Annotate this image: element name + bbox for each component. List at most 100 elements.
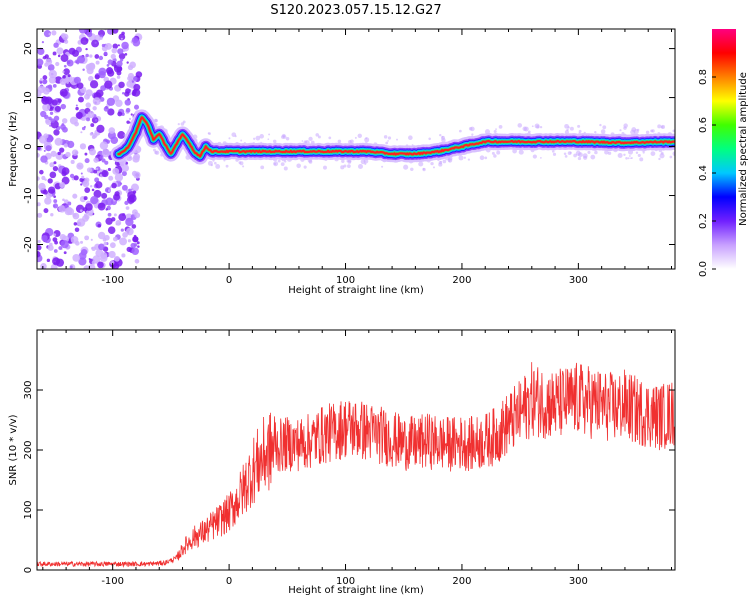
- noise-blob: [51, 99, 58, 106]
- noise-blob: [74, 121, 79, 127]
- spectrogram-ylabel: Frequency (Hz): [8, 111, 19, 187]
- noise-blob: [94, 118, 98, 122]
- noise-blob: [126, 61, 129, 64]
- noise-blob: [117, 48, 124, 55]
- noise-blob: [98, 55, 104, 61]
- noise-blob: [47, 137, 51, 141]
- noise-blob: [80, 240, 84, 244]
- noise-blob: [37, 212, 43, 218]
- noise-blob: [37, 202, 41, 207]
- speckle: [341, 159, 345, 163]
- noise-blob: [92, 133, 98, 139]
- noise-blob: [69, 265, 73, 269]
- speckle: [438, 162, 443, 167]
- speckle: [208, 132, 211, 135]
- noise-blob: [116, 75, 121, 79]
- speckle: [281, 135, 285, 139]
- noise-blob: [101, 148, 111, 158]
- speckle: [273, 162, 277, 166]
- noise-blob: [53, 233, 57, 237]
- speckle: [242, 165, 245, 168]
- speckle: [527, 130, 531, 134]
- noise-blob: [60, 33, 66, 39]
- spectrogram-xlabel: Height of straight line (km): [288, 285, 424, 296]
- noise-blob: [57, 98, 62, 103]
- noise-blob: [105, 217, 113, 225]
- colorbar: 0.0 0.2 0.4 0.6 0.8 Normalized spectral ampl…: [698, 29, 749, 277]
- y-tick-label: -20: [23, 236, 34, 252]
- noise-blob: [99, 141, 109, 150]
- noise-blob: [124, 91, 130, 97]
- noise-blob: [99, 97, 105, 102]
- speckle: [267, 138, 270, 141]
- noise-blob: [43, 30, 52, 38]
- speckle: [348, 159, 352, 163]
- colorbar-tick-label: 0.2: [698, 213, 709, 229]
- noise-blob: [131, 209, 138, 216]
- noise-blob: [133, 104, 140, 110]
- speckle: [479, 155, 485, 161]
- noise-blob: [54, 105, 61, 113]
- noise-blob: [85, 89, 93, 97]
- noise-blob: [62, 70, 65, 74]
- speckle: [277, 159, 281, 163]
- x-tick-label: 200: [452, 576, 471, 587]
- noise-blob: [91, 260, 96, 265]
- noise-blob: [121, 184, 128, 191]
- noise-blob: [84, 187, 91, 194]
- speckle: [577, 124, 581, 128]
- noise-blob: [85, 203, 93, 211]
- noise-blob: [118, 81, 125, 89]
- noise-blob: [61, 118, 68, 124]
- speckle: [383, 135, 388, 139]
- noise-blob: [44, 197, 52, 205]
- noise-blob: [44, 114, 49, 120]
- speckle: [600, 129, 606, 134]
- noise-blob: [74, 86, 77, 89]
- noise-blob: [110, 136, 119, 145]
- noise-blob: [46, 258, 51, 263]
- noise-blob: [108, 175, 114, 181]
- noise-blob: [96, 124, 105, 133]
- colorbar-ticks: 0.0 0.2 0.4 0.6 0.8: [698, 69, 716, 277]
- speckle: [532, 154, 537, 159]
- noise-blob: [96, 167, 99, 170]
- noise-blob: [38, 182, 46, 191]
- y-tick-label: -10: [23, 187, 34, 203]
- speckle: [207, 160, 213, 166]
- noise-blob: [107, 108, 115, 116]
- noise-blob: [75, 106, 79, 111]
- noise-blob: [117, 131, 126, 139]
- noise-blob: [128, 117, 132, 121]
- speckle: [540, 157, 542, 159]
- speckle: [410, 167, 414, 172]
- noise-blob: [79, 165, 82, 168]
- speckle: [448, 160, 451, 163]
- colorbar-tick-label: 0.0: [698, 261, 709, 277]
- noise-blob: [108, 127, 116, 134]
- noise-blob: [109, 242, 116, 249]
- noise-blob: [58, 246, 63, 250]
- speckle: [567, 126, 570, 129]
- speckle: [569, 126, 574, 131]
- noise-blob: [85, 102, 91, 108]
- noise-blob: [127, 64, 134, 71]
- noise-blob: [45, 118, 50, 124]
- noise-blob: [85, 53, 89, 58]
- noise-blob: [121, 164, 130, 172]
- noise-blob: [94, 74, 100, 80]
- noise-blob: [133, 243, 138, 247]
- noise-blob: [121, 41, 129, 50]
- speckle: [536, 125, 540, 129]
- speckle: [517, 123, 523, 128]
- noise-blob: [37, 244, 42, 251]
- noise-blob: [95, 89, 104, 98]
- ridge-core: [117, 116, 675, 158]
- noise-blob: [125, 190, 129, 193]
- noise-blob: [93, 189, 102, 198]
- noise-blob: [50, 150, 57, 157]
- y-tick-label: 20: [23, 42, 34, 55]
- noise-blob: [64, 207, 73, 216]
- speckle: [214, 161, 217, 165]
- speckle: [642, 151, 645, 154]
